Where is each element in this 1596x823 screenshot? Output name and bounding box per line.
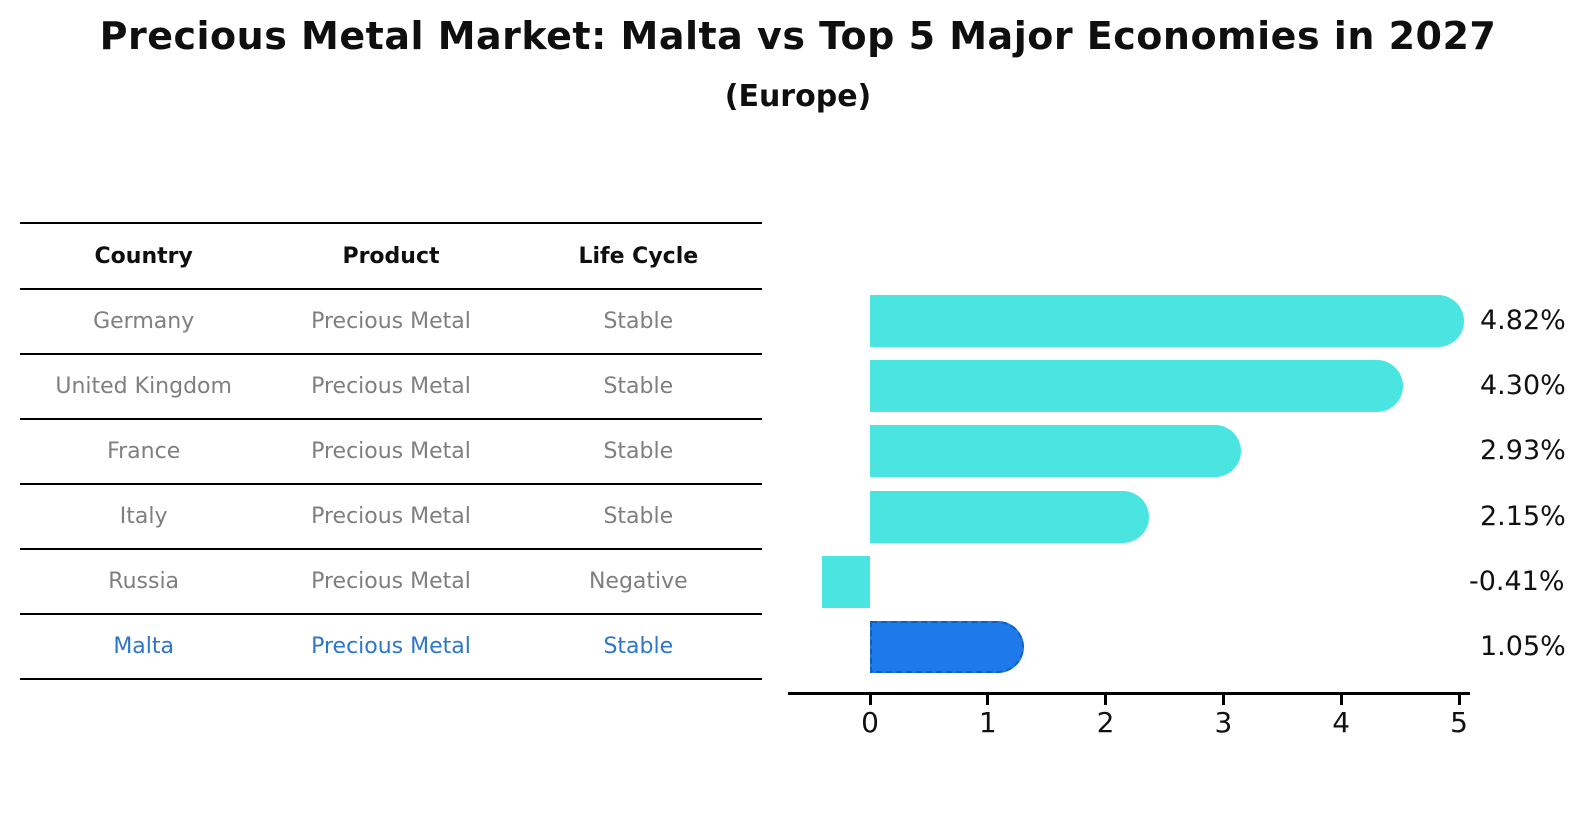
value-label: 2.93% [1480,435,1566,467]
cell-country: Malta [113,634,174,659]
table-row: France Precious Metal Stable [20,418,762,483]
x-tick-label: 3 [1214,706,1233,739]
cell-country: Germany [93,309,195,334]
table-header-country: Country [94,243,193,269]
cell-life-cycle: Stable [603,634,674,659]
table-row: Germany Precious Metal Stable [20,288,762,353]
x-tick [868,695,872,705]
value-label: -0.41% [1469,565,1565,597]
value-label: 4.82% [1480,305,1566,336]
x-tick [1339,695,1343,705]
cell-product: Precious Metal [311,374,471,399]
x-tick [1104,695,1108,705]
cell-product: Precious Metal [311,439,471,464]
cell-life-cycle: Stable [603,309,674,334]
value-label: 1.05% [1480,631,1566,662]
value-label: 2.15% [1480,500,1566,532]
x-tick [986,695,990,705]
x-tick-label: 0 [861,706,879,739]
bar-italy [870,490,1150,543]
table-row: United Kingdom Precious Metal Stable [20,353,762,418]
cell-country: United Kingdom [55,374,232,399]
bar-russia [821,555,870,608]
cell-product: Precious Metal [311,634,471,659]
x-tick-label: 1 [978,706,997,739]
cell-country: France [107,439,181,464]
country-table: Country Product Life Cycle Germany Preci… [20,222,762,680]
cell-life-cycle: Stable [603,439,674,464]
bar-germany [870,295,1464,347]
bar-france [870,425,1242,478]
cell-product: Precious Metal [311,504,471,529]
cell-product: Precious Metal [311,309,471,334]
cell-life-cycle: Stable [603,504,674,529]
x-tick-label: 4 [1332,706,1351,739]
table-row: Russia Precious Metal Negative [20,548,762,613]
x-tick [1221,695,1225,705]
cell-product: Precious Metal [311,569,471,594]
table-row-highlight-malta: Malta Precious Metal Stable [20,613,762,680]
x-axis-line [788,692,1470,695]
x-tick-label: 5 [1450,706,1468,739]
x-tick-label: 2 [1096,706,1115,739]
cell-life-cycle: Negative [588,569,688,594]
cell-life-cycle: Stable [603,374,674,399]
value-label: 4.30% [1480,370,1566,402]
table-row: Italy Precious Metal Stable [20,483,762,548]
bar-united-kingdom [870,360,1403,413]
cell-country: Italy [119,504,168,529]
chart-title: Precious Metal Market: Malta vs Top 5 Ma… [99,14,1497,58]
table-header-life-cycle: Life Cycle [578,243,699,269]
bar-malta [870,621,1024,673]
x-tick [1457,695,1461,705]
cell-country: Russia [108,569,180,594]
chart-subtitle: (Europe) [724,79,872,114]
table-header-row: Country Product Life Cycle [20,222,762,288]
table-header-product: Product [342,243,440,269]
